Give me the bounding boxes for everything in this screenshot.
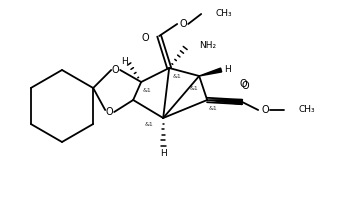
Text: &1: &1 — [143, 88, 152, 92]
Text: O: O — [239, 79, 247, 89]
Text: &1: &1 — [173, 74, 182, 78]
Text: O: O — [112, 65, 119, 75]
Text: O: O — [241, 81, 249, 91]
Text: NH₂: NH₂ — [199, 42, 216, 50]
Text: H: H — [224, 66, 230, 74]
Text: H: H — [160, 149, 166, 159]
Text: CH₃: CH₃ — [215, 10, 232, 18]
Text: O: O — [105, 107, 113, 117]
Polygon shape — [199, 68, 222, 76]
Text: H: H — [121, 57, 127, 67]
Text: O: O — [179, 19, 187, 29]
Polygon shape — [207, 99, 242, 105]
Text: CH₃: CH₃ — [298, 106, 315, 114]
Text: &1: &1 — [209, 106, 218, 110]
Text: &1: &1 — [145, 121, 154, 127]
Text: O: O — [261, 105, 269, 115]
Text: &1: &1 — [190, 85, 199, 91]
Text: O: O — [141, 33, 149, 43]
